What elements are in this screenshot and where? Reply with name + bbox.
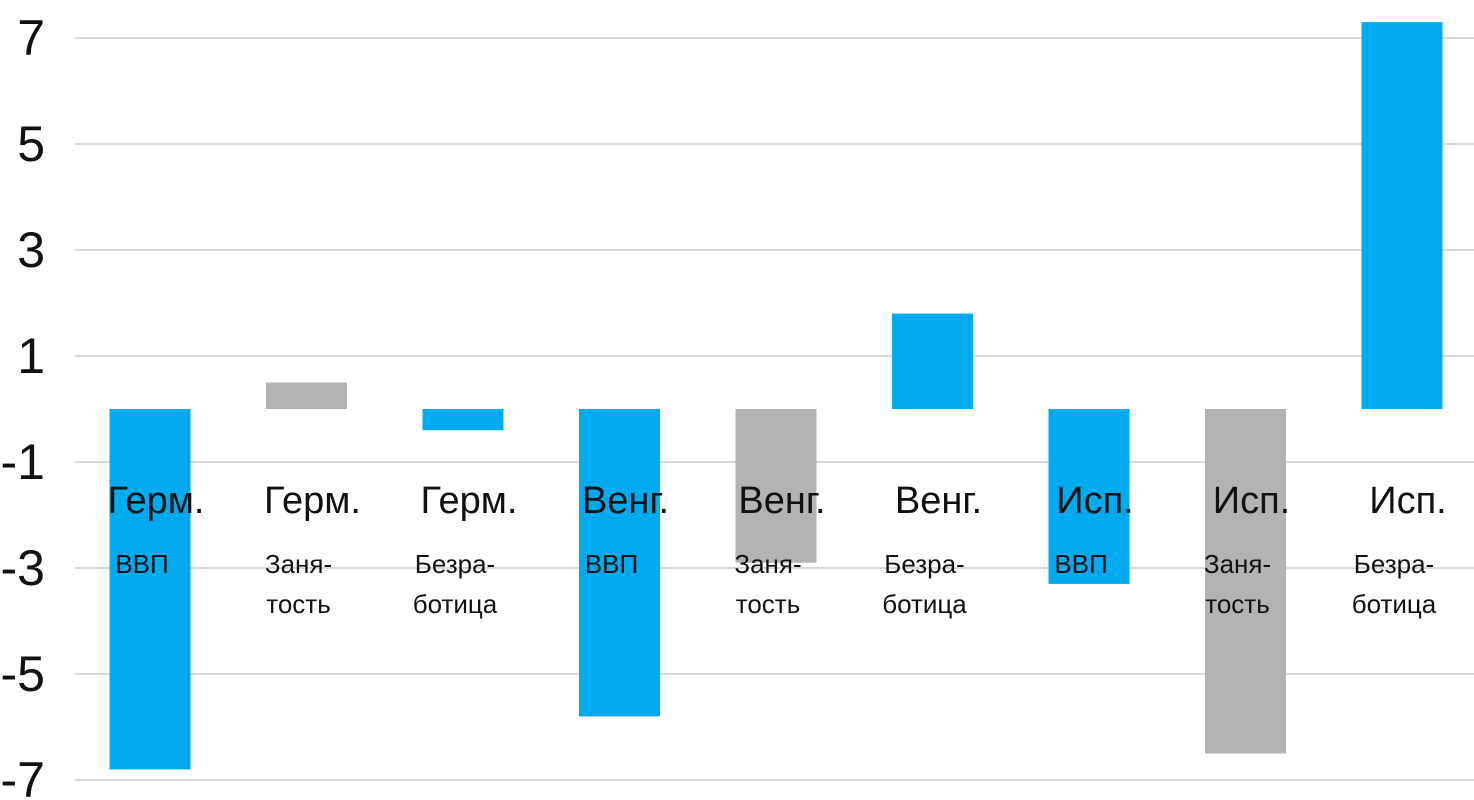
bar — [735, 409, 817, 563]
category-sublabel: ботица — [413, 589, 498, 619]
bar — [422, 409, 504, 431]
category-sublabel: Безра- — [415, 549, 495, 579]
bar — [1361, 22, 1443, 409]
bar — [579, 409, 660, 717]
category-sublabel: Безра- — [884, 549, 964, 579]
category-label: Герм. — [108, 480, 205, 522]
y-tick-label: 1 — [17, 328, 45, 384]
y-tick-label: -7 — [1, 752, 45, 800]
y-tick-label: -5 — [1, 646, 45, 702]
category-label: Герм. — [264, 480, 361, 522]
category-sublabel: ботица — [1352, 589, 1437, 619]
category-sublabel: ВВП — [1054, 549, 1107, 579]
category-sublabel: Безра- — [1354, 549, 1434, 579]
bar — [892, 313, 973, 409]
category-label: Венг. — [738, 480, 825, 522]
y-tick-label: -3 — [1, 540, 45, 596]
y-tick-label: 7 — [17, 10, 45, 66]
y-tick-label: 5 — [17, 116, 45, 172]
bar — [1048, 409, 1130, 584]
category-sublabel: Заня- — [734, 549, 801, 579]
bar — [1205, 409, 1286, 754]
y-axis-ticks: 7 5 3 1 -1 -3 -5 -7 — [1, 10, 45, 800]
category-label: Герм. — [421, 480, 518, 522]
y-tick-label: -1 — [1, 434, 45, 490]
bars — [109, 22, 1443, 770]
category-sublabel: ВВП — [585, 549, 638, 579]
category-label: Исп. — [1369, 480, 1446, 522]
category-sublabel: тость — [266, 589, 331, 619]
category-sublabel: Заня- — [265, 549, 332, 579]
category-label: Венг. — [895, 480, 982, 522]
category-sublabel: ботица — [882, 589, 967, 619]
category-sublabel: ВВП — [115, 549, 168, 579]
bar — [266, 382, 347, 409]
category-label: Исп. — [1056, 480, 1133, 522]
bar — [109, 409, 191, 770]
category-labels: Герм. ВВП Герм. Заня-тость Герм. Безра-ботица… — [108, 480, 1447, 619]
category-sublabel: Заня- — [1204, 549, 1271, 579]
category-sublabel: тость — [1205, 589, 1270, 619]
category-sublabel: тость — [736, 589, 801, 619]
y-tick-label: 3 — [17, 222, 45, 278]
category-label: Венг. — [582, 480, 669, 522]
category-label: Исп. — [1213, 480, 1290, 522]
